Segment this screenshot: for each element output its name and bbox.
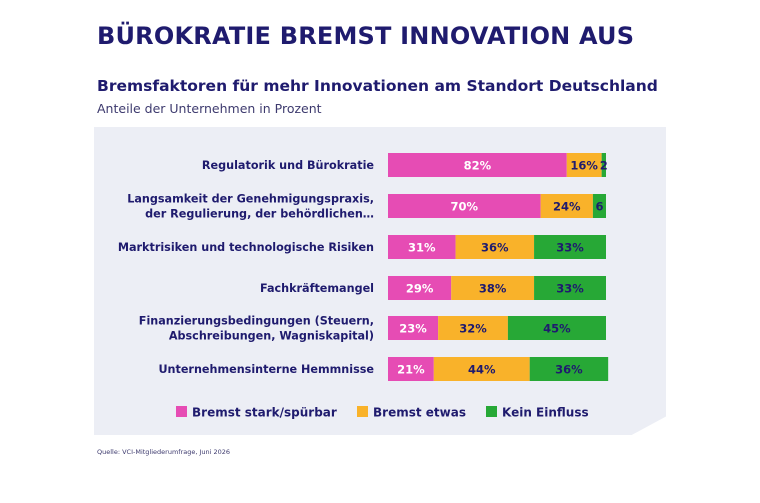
data-label: 32%	[459, 322, 487, 336]
data-label: 36%	[481, 241, 509, 255]
data-label: 33%	[556, 282, 584, 296]
bar-segment	[388, 276, 452, 300]
chart-subtitle: Anteile der Unternehmen in Prozent	[97, 101, 322, 116]
headline: BÜROKRATIE BREMST INNOVATION AUS	[97, 22, 635, 50]
category-label: Unternehmensinterne Hemmnisse	[158, 363, 374, 376]
bar-segment	[507, 316, 606, 340]
bar-segment	[601, 153, 606, 177]
category-label: Langsamkeit der Genehmigungspraxis, der R…	[127, 193, 374, 221]
data-label: 70%	[451, 200, 479, 214]
category-label-line: der Regulierung, der behördlichen…	[145, 208, 374, 221]
data-label: 36%	[555, 363, 583, 377]
legend-swatch	[357, 406, 368, 417]
bar-segment	[433, 357, 530, 381]
chart-title: Bremsfaktoren für mehr Innovationen am S…	[97, 77, 658, 95]
data-label: 45%	[543, 322, 571, 336]
data-label: 24%	[553, 200, 581, 214]
category-label: Marktrisiken und technologische Risiken	[118, 241, 374, 254]
category-label: Finanzierungsbedingungen (Steuern, Abschr…	[139, 315, 374, 343]
bar-segment	[455, 235, 535, 259]
bar-segment	[438, 316, 508, 340]
bar-segment	[534, 276, 606, 300]
bar-segment	[534, 235, 606, 259]
legend-swatch	[486, 406, 497, 417]
data-label: 21%	[397, 363, 425, 377]
category-label: Regulatorik und Bürokratie	[202, 159, 374, 172]
source-note: Quelle: VCI-Mitgliederumfrage, Juni 2026	[97, 448, 231, 456]
category-label-line: Abschreibungen, Wagniskapital)	[169, 330, 374, 343]
bar-segment	[388, 235, 456, 259]
legend-label: Bremst etwas	[373, 406, 466, 420]
data-label: 44%	[468, 363, 496, 377]
legend-label: Kein Einfluss	[502, 406, 589, 420]
legend-label: Bremst stark/spürbar	[192, 406, 337, 420]
data-label: 82%	[464, 159, 492, 173]
category-label-line: Fachkräftemangel	[260, 282, 374, 295]
data-label: 6	[595, 200, 603, 214]
bar-segment	[451, 276, 535, 300]
bar-segment	[566, 153, 602, 177]
legend-swatch	[176, 406, 187, 417]
bar-segment	[540, 194, 593, 218]
bar-segment	[388, 194, 541, 218]
category-label-line: Finanzierungsbedingungen (Steuern,	[139, 315, 374, 328]
category-label-line: Regulatorik und Bürokratie	[202, 159, 374, 172]
data-label: 16%	[570, 159, 598, 173]
category-label-line: Langsamkeit der Genehmigungspraxis,	[127, 193, 374, 206]
data-label: 29%	[406, 282, 434, 296]
data-label: 2	[600, 159, 608, 173]
bar-segment	[592, 194, 606, 218]
bar-segment	[529, 357, 609, 381]
bar-segment	[388, 316, 439, 340]
data-label: 23%	[399, 322, 427, 336]
bar-segment	[388, 357, 434, 381]
data-label: 33%	[556, 241, 584, 255]
category-label-line: Marktrisiken und technologische Risiken	[118, 241, 374, 254]
category-label-line: Unternehmensinterne Hemmnisse	[158, 363, 374, 376]
bar-segment	[388, 153, 567, 177]
data-label: 38%	[479, 282, 507, 296]
data-label: 31%	[408, 241, 436, 255]
category-label: Fachkräftemangel	[260, 282, 374, 295]
